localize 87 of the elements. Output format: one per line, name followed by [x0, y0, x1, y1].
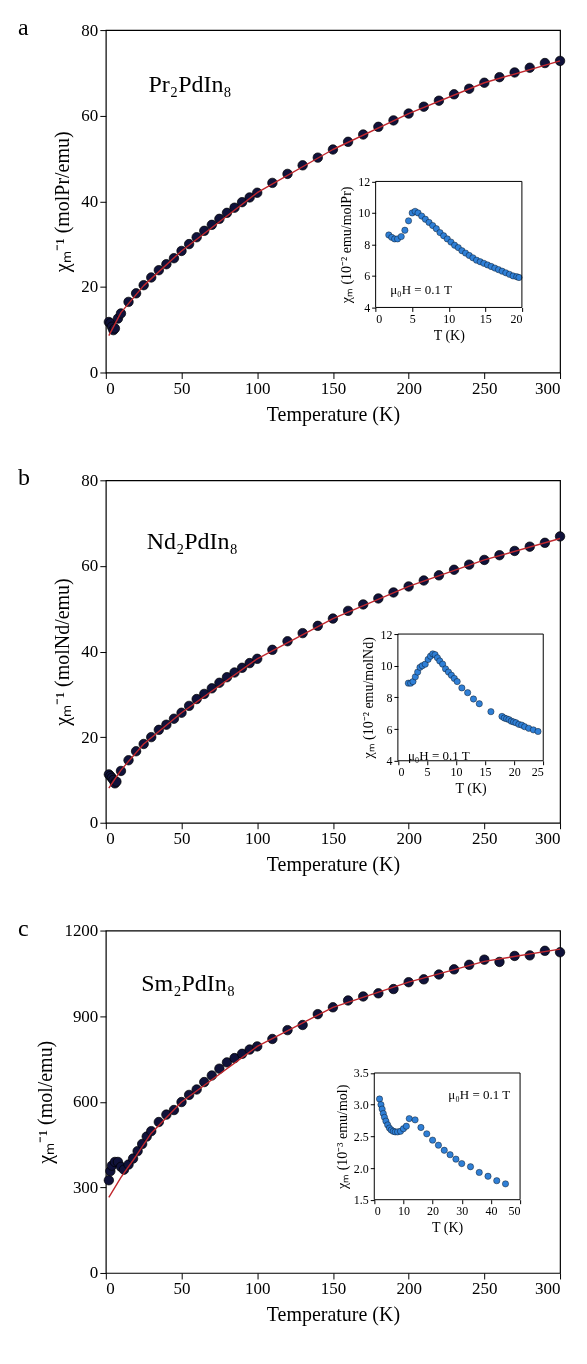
x-tick-label: 300 [535, 829, 561, 849]
y-tick-label: 40 [81, 191, 99, 211]
x-tick-label: 100 [245, 1279, 271, 1299]
x-tick-label: 150 [320, 1279, 347, 1299]
x-tick-label: 5 [424, 765, 431, 780]
y-tick-label: 12 [380, 627, 393, 642]
x-tick-label: 150 [320, 829, 347, 849]
y-axis-title: χₘ (10⁻³ emu/mol) [334, 1084, 351, 1190]
x-tick-label: 10 [443, 311, 456, 326]
x-tick-label: 20 [427, 1204, 440, 1219]
x-axis-title: T (K) [433, 327, 466, 344]
y-tick-label: 3.5 [353, 1066, 369, 1081]
x-tick-label: 40 [485, 1204, 498, 1219]
x-tick-label: 50 [173, 829, 191, 849]
x-tick-label: 20 [510, 311, 523, 326]
y-tick-label: 1200 [64, 921, 99, 941]
x-tick-label: 250 [472, 378, 498, 398]
x-tick-label: 250 [472, 829, 498, 849]
x-tick-label: 15 [479, 311, 492, 326]
x-tick-label: 0 [106, 1279, 115, 1299]
chart-title: a [17, 14, 29, 41]
x-tick-label: 50 [173, 1279, 191, 1299]
x-tick-label: 200 [396, 378, 422, 398]
annotation: Pr₂PdIn₈ [148, 70, 232, 97]
y-axis-title: χₘ (10⁻² emu/molPr) [339, 186, 356, 305]
y-tick-label: 1.5 [353, 1193, 369, 1208]
chart-title: b [17, 464, 30, 491]
y-tick-label: 2.0 [353, 1161, 369, 1176]
y-axis-title: χₘ⁻¹ (molNd/emu) [51, 578, 75, 727]
x-tick-label: 50 [173, 378, 191, 398]
x-tick-label: 300 [535, 378, 561, 398]
y-axis-title: χₘ⁻¹ (mol/emu) [34, 1040, 58, 1165]
y-tick-label: 60 [81, 556, 99, 576]
y-tick-label: 900 [72, 1006, 99, 1026]
y-tick-label: 0 [89, 813, 99, 833]
y-tick-label: 12 [358, 174, 371, 189]
x-tick-label: 5 [409, 311, 416, 326]
x-tick-label: 10 [397, 1204, 410, 1219]
y-tick-label: 8 [386, 690, 393, 705]
x-axis-title: Temperature (K) [266, 1303, 401, 1327]
x-tick-label: 200 [396, 829, 422, 849]
y-tick-label: 300 [72, 1177, 99, 1197]
y-tick-label: 20 [81, 277, 99, 297]
x-tick-label: 100 [245, 378, 271, 398]
x-tick-label: 0 [106, 378, 115, 398]
x-tick-label: 25 [531, 765, 544, 780]
x-tick-label: 50 [508, 1204, 521, 1219]
y-tick-label: 8 [364, 237, 371, 252]
x-tick-label: 150 [320, 378, 347, 398]
x-axis-title: Temperature (K) [266, 853, 401, 877]
y-tick-label: 3.0 [353, 1098, 369, 1113]
annotation: μ₀H = 0.1 T [448, 1086, 511, 1102]
y-tick-label: 6 [386, 722, 393, 737]
y-tick-label: 4 [364, 300, 371, 315]
y-tick-label: 20 [81, 727, 99, 747]
x-tick-label: 0 [398, 765, 405, 780]
annotation: Sm₂PdIn₈ [141, 969, 236, 996]
x-tick-label: 300 [535, 1279, 561, 1299]
y-tick-label: 4 [386, 754, 393, 769]
x-tick-label: 10 [450, 765, 463, 780]
x-tick-label: 20 [508, 765, 521, 780]
y-tick-label: 6 [364, 269, 371, 284]
annotation: Nd₂PdIn₈ [146, 527, 238, 554]
y-tick-label: 600 [72, 1092, 99, 1112]
x-tick-label: 250 [472, 1279, 498, 1299]
x-tick-label: 100 [245, 829, 271, 849]
x-tick-label: 15 [479, 765, 492, 780]
y-tick-label: 2.5 [353, 1129, 369, 1144]
annotation: μ₀H = 0.1 T [407, 747, 470, 763]
x-tick-label: 200 [396, 1279, 422, 1299]
y-tick-label: 10 [380, 659, 393, 674]
y-tick-label: 80 [81, 470, 99, 490]
chart-title: c [17, 914, 29, 941]
y-axis-title: χₘ (10⁻² emu/molNd) [361, 636, 378, 760]
x-axis-title: T (K) [432, 1220, 464, 1237]
y-tick-label: 0 [89, 1263, 99, 1283]
x-axis-title: Temperature (K) [266, 402, 401, 426]
x-tick-label: 0 [106, 829, 115, 849]
y-tick-label: 60 [81, 106, 99, 126]
x-tick-label: 30 [456, 1204, 469, 1219]
y-tick-label: 40 [81, 642, 99, 662]
y-tick-label: 80 [81, 20, 99, 40]
y-tick-label: 0 [89, 362, 99, 382]
annotation: μ₀H = 0.1 T [390, 281, 453, 297]
y-tick-label: 10 [358, 206, 371, 221]
y-axis-title: χₘ⁻¹ (molPr/emu) [51, 131, 75, 274]
x-axis-title: T (K) [455, 781, 487, 798]
